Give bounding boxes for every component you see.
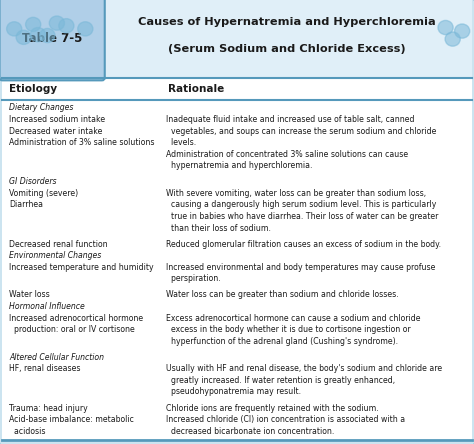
Text: Chloride ions are frequently retained with the sodium.: Chloride ions are frequently retained wi… [166,404,379,412]
Circle shape [7,22,22,36]
Text: than their loss of sodium.: than their loss of sodium. [166,223,271,233]
Text: Dietary Changes: Dietary Changes [9,103,74,112]
Circle shape [30,28,46,42]
Text: Etiology: Etiology [9,84,58,94]
Text: (Serum Sodium and Chloride Excess): (Serum Sodium and Chloride Excess) [168,44,406,54]
Text: Causes of Hypernatremia and Hyperchloremia: Causes of Hypernatremia and Hyperchlorem… [138,17,436,27]
Text: Increased chloride (Cl) ion concentration is associated with a: Increased chloride (Cl) ion concentratio… [166,415,405,424]
Circle shape [455,24,470,38]
Text: vegetables, and soups can increase the serum sodium and chloride: vegetables, and soups can increase the s… [166,127,436,135]
Bar [2,78,472,100]
Text: causing a dangerously high serum sodium level. This is particularly: causing a dangerously high serum sodium … [166,200,436,210]
Text: levels.: levels. [166,138,196,147]
Text: Acid-base imbalance: metabolic: Acid-base imbalance: metabolic [9,415,134,424]
Circle shape [16,30,31,44]
Text: Increased environmental and body temperatures may cause profuse: Increased environmental and body tempera… [166,263,435,272]
Text: Water loss: Water loss [9,290,50,299]
Text: Diarrhea: Diarrhea [9,200,44,210]
Text: perspiration.: perspiration. [166,274,221,283]
Text: Table 7-5: Table 7-5 [22,32,82,45]
Text: Increased adrenocortical hormone: Increased adrenocortical hormone [9,313,144,322]
Circle shape [438,20,453,35]
Text: true in babies who have diarrhea. Their loss of water can be greater: true in babies who have diarrhea. Their … [166,212,438,221]
Text: Inadequate fluid intake and increased use of table salt, canned: Inadequate fluid intake and increased us… [166,115,414,124]
Text: Vomiting (severe): Vomiting (severe) [9,189,79,198]
Text: Excess adrenocortical hormone can cause a sodium and chloride: Excess adrenocortical hormone can cause … [166,313,420,322]
Text: Rationale: Rationale [168,84,225,94]
Text: Increased temperature and humidity: Increased temperature and humidity [9,263,154,272]
Text: greatly increased. If water retention is greatly enhanced,: greatly increased. If water retention is… [166,376,395,385]
Text: Decreased renal function: Decreased renal function [9,240,108,249]
Text: Administration of 3% saline solutions: Administration of 3% saline solutions [9,138,155,147]
Text: Trauma: head injury: Trauma: head injury [9,404,88,412]
Text: GI Disorders: GI Disorders [9,177,57,186]
Text: hyperfunction of the adrenal gland (Cushing's syndrome).: hyperfunction of the adrenal gland (Cush… [166,337,398,345]
Text: Administration of concentrated 3% saline solutions can cause: Administration of concentrated 3% saline… [166,150,408,159]
Text: production: oral or IV cortisone: production: oral or IV cortisone [9,325,135,334]
Circle shape [40,28,55,43]
Circle shape [49,16,64,30]
Text: Hormonal Influence: Hormonal Influence [9,302,85,311]
Text: Usually with HF and renal disease, the body's sodium and chloride are: Usually with HF and renal disease, the b… [166,365,442,373]
Text: Environmental Changes: Environmental Changes [9,251,102,260]
Text: excess in the body whether it is due to cortisone ingestion or: excess in the body whether it is due to … [166,325,410,334]
Text: Increased sodium intake: Increased sodium intake [9,115,106,124]
Text: Water loss can be greater than sodium and chloride losses.: Water loss can be greater than sodium an… [166,290,399,299]
Text: acidosis: acidosis [9,427,46,436]
Circle shape [59,19,74,33]
Text: pseudohyponatremia may result.: pseudohyponatremia may result. [166,388,301,396]
Text: With severe vomiting, water loss can be greater than sodium loss,: With severe vomiting, water loss can be … [166,189,426,198]
Circle shape [26,17,41,32]
Text: Altered Cellular Function: Altered Cellular Function [9,353,104,362]
Circle shape [78,22,93,36]
FancyBboxPatch shape [0,0,105,80]
Text: decreased bicarbonate ion concentration.: decreased bicarbonate ion concentration. [166,427,334,436]
Text: HF, renal diseases: HF, renal diseases [9,365,81,373]
Bar [2,100,472,442]
Text: hypernatremia and hyperchloremia.: hypernatremia and hyperchloremia. [166,161,312,170]
Text: Reduced glomerular filtration causes an excess of sodium in the body.: Reduced glomerular filtration causes an … [166,240,441,249]
Text: Decreased water intake: Decreased water intake [9,127,103,135]
Circle shape [445,32,460,46]
Bar [2,0,472,78]
